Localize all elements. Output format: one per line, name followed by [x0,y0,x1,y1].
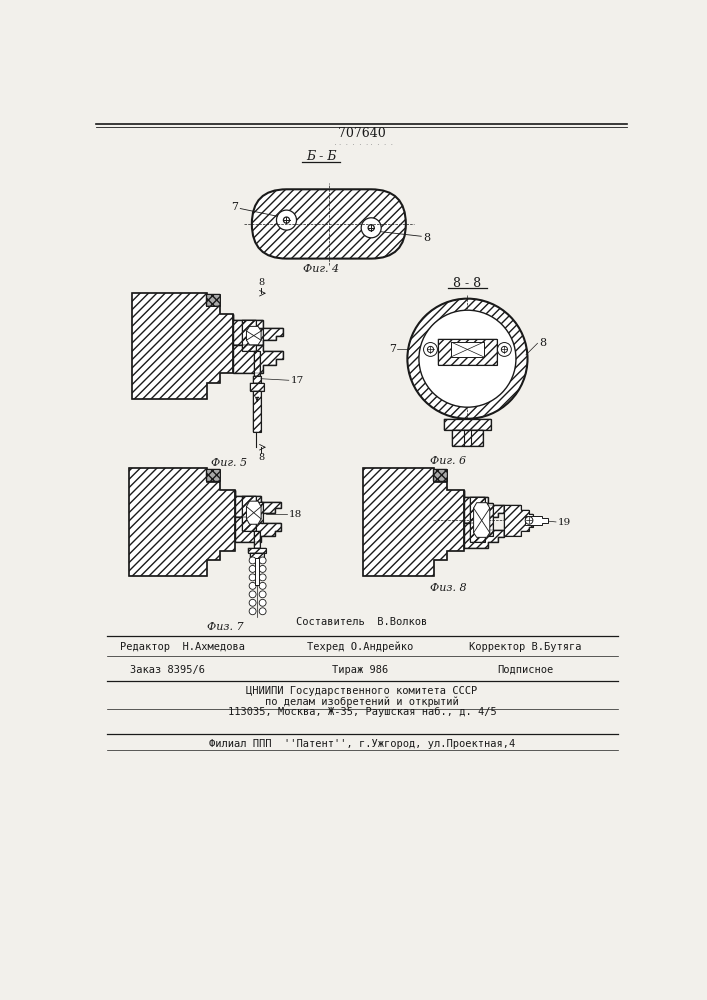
Text: 113035, Москва, Ж-35, Раушская наб., д. 4/5: 113035, Москва, Ж-35, Раушская наб., д. … [228,707,496,717]
Polygon shape [233,314,283,345]
Polygon shape [235,490,281,517]
Text: Редактор  Н.Ахмедова: Редактор Н.Ахмедова [120,642,245,652]
Circle shape [249,574,256,581]
Polygon shape [250,383,264,391]
Text: ЦНИИПИ Государственного комитета СССР: ЦНИИПИ Государственного комитета СССР [246,686,477,696]
Text: . .  .  .  .  . .  .  .  .: . . . . . . . . . . [330,139,394,147]
Text: Фиг. 6: Фиг. 6 [430,456,466,466]
Polygon shape [129,468,235,576]
Polygon shape [242,496,264,531]
Polygon shape [474,503,490,537]
Circle shape [259,557,266,564]
Text: 7: 7 [389,344,396,354]
Circle shape [249,599,256,606]
Circle shape [259,565,266,572]
Text: Техред О.Андрейко: Техред О.Андрейко [307,641,413,652]
Polygon shape [235,517,281,542]
Circle shape [498,343,511,356]
Circle shape [407,299,527,419]
Circle shape [259,591,266,598]
Circle shape [368,225,374,231]
Polygon shape [256,376,258,397]
Text: 17: 17 [291,376,303,385]
Text: 18: 18 [288,510,302,519]
Text: Подписное: Подписное [497,665,554,675]
Text: 8 - 8: 8 - 8 [453,277,481,290]
Polygon shape [450,342,484,357]
FancyBboxPatch shape [252,189,406,259]
Circle shape [428,346,433,353]
Text: Фиг. 4: Фиг. 4 [303,264,339,274]
Polygon shape [464,490,503,523]
Circle shape [419,310,516,407]
Text: 8: 8 [423,233,430,243]
Circle shape [259,608,266,615]
Circle shape [525,517,533,524]
Circle shape [259,582,266,589]
Circle shape [249,591,256,598]
Text: 8: 8 [258,278,264,287]
Circle shape [276,210,296,230]
Text: Тираж 986: Тираж 986 [332,665,387,675]
Polygon shape [233,345,283,373]
Text: 8: 8 [258,453,264,462]
Polygon shape [206,469,219,481]
Polygon shape [469,497,493,542]
Circle shape [249,557,256,564]
Polygon shape [452,430,483,446]
Polygon shape [464,523,503,548]
Polygon shape [247,501,261,524]
Polygon shape [242,320,264,351]
Text: по делам изобретений и открытий: по делам изобретений и открытий [265,696,459,707]
Polygon shape [206,294,219,306]
Text: Физ. 7: Физ. 7 [206,622,243,632]
Polygon shape [444,419,491,430]
Polygon shape [252,376,261,383]
Polygon shape [363,468,464,576]
Text: Филиал ППП  ''Патент'', г.Ужгород, ул.Проектная,4: Филиал ППП ''Патент'', г.Ужгород, ул.Про… [209,739,515,749]
Text: Фиг. 5: Фиг. 5 [211,458,247,468]
Circle shape [259,574,266,581]
Polygon shape [132,293,233,399]
Polygon shape [254,351,259,376]
Circle shape [361,218,381,238]
Text: Корректор В.Бутяга: Корректор В.Бутяга [469,642,581,652]
Bar [255,558,259,585]
Polygon shape [433,469,447,481]
Circle shape [259,599,266,606]
Polygon shape [525,516,549,525]
Circle shape [249,565,256,572]
Circle shape [249,608,256,615]
Text: Заказ 8395/6: Заказ 8395/6 [129,665,204,675]
Circle shape [284,217,290,223]
Polygon shape [438,339,497,365]
Text: 707640: 707640 [338,127,386,140]
Circle shape [249,582,256,589]
Circle shape [501,346,508,353]
Polygon shape [503,505,533,536]
Polygon shape [254,531,259,548]
Text: 19: 19 [558,518,571,527]
Polygon shape [250,553,264,559]
Polygon shape [248,548,266,553]
Circle shape [423,343,438,356]
Text: Составитель  В.Волков: Составитель В.Волков [296,617,428,627]
Polygon shape [252,391,261,432]
Polygon shape [247,326,261,345]
Text: 8: 8 [539,338,547,348]
Text: Б - Б: Б - Б [306,150,337,163]
Text: Физ. 8: Физ. 8 [430,583,467,593]
Text: 7: 7 [231,202,238,212]
